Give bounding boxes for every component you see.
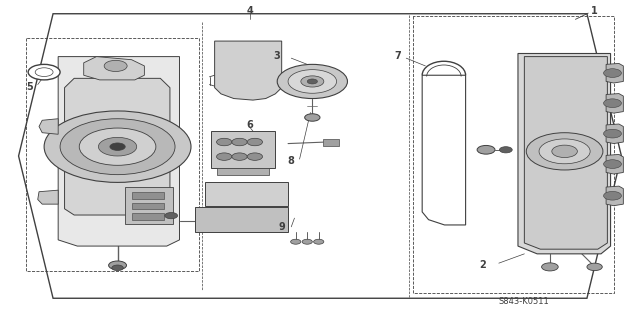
Circle shape	[165, 212, 177, 219]
Polygon shape	[214, 41, 282, 100]
Polygon shape	[39, 119, 58, 134]
Circle shape	[541, 263, 558, 271]
Bar	[205, 183, 288, 206]
Circle shape	[526, 133, 603, 170]
Text: 2: 2	[479, 260, 486, 270]
Polygon shape	[65, 78, 170, 215]
Circle shape	[288, 70, 337, 93]
Bar	[323, 139, 339, 146]
Circle shape	[109, 261, 127, 270]
Bar	[132, 202, 164, 209]
Circle shape	[587, 263, 602, 271]
Circle shape	[112, 265, 124, 271]
Bar	[216, 168, 269, 175]
Circle shape	[277, 64, 348, 99]
Text: 1: 1	[591, 6, 598, 16]
Text: 5: 5	[27, 82, 33, 92]
Polygon shape	[606, 63, 623, 83]
Circle shape	[232, 138, 247, 146]
Circle shape	[305, 114, 320, 121]
Circle shape	[552, 145, 577, 158]
Bar	[132, 192, 164, 199]
Circle shape	[28, 64, 60, 80]
Polygon shape	[518, 53, 611, 254]
Circle shape	[60, 119, 175, 175]
Circle shape	[314, 239, 324, 244]
Circle shape	[110, 143, 125, 150]
Circle shape	[232, 153, 247, 160]
Circle shape	[216, 138, 232, 146]
Polygon shape	[422, 75, 466, 225]
Text: 3: 3	[273, 51, 280, 61]
Polygon shape	[211, 131, 275, 168]
Text: 4: 4	[246, 6, 253, 16]
Text: 6: 6	[246, 120, 253, 130]
Polygon shape	[606, 124, 623, 144]
Bar	[132, 213, 164, 220]
Circle shape	[35, 68, 53, 76]
Text: S843-K0511: S843-K0511	[499, 297, 550, 306]
Circle shape	[99, 137, 137, 156]
Circle shape	[302, 239, 312, 244]
Circle shape	[604, 160, 621, 168]
Polygon shape	[524, 56, 607, 249]
Circle shape	[301, 76, 324, 87]
Circle shape	[291, 239, 301, 244]
Circle shape	[307, 79, 317, 84]
Polygon shape	[125, 187, 173, 224]
Circle shape	[247, 153, 262, 160]
Polygon shape	[84, 56, 145, 80]
Circle shape	[604, 191, 621, 200]
Circle shape	[104, 60, 127, 71]
Polygon shape	[606, 154, 623, 174]
Circle shape	[79, 128, 156, 165]
Circle shape	[477, 145, 495, 154]
Circle shape	[604, 129, 621, 138]
Text: 8: 8	[288, 156, 294, 166]
Polygon shape	[19, 14, 621, 298]
Bar	[195, 207, 288, 232]
Circle shape	[44, 111, 191, 183]
Circle shape	[539, 139, 590, 164]
Polygon shape	[606, 94, 623, 113]
Polygon shape	[38, 190, 58, 204]
Polygon shape	[58, 56, 179, 246]
Text: 9: 9	[278, 222, 285, 232]
Text: 7: 7	[394, 51, 401, 61]
Circle shape	[216, 153, 232, 160]
Polygon shape	[606, 186, 623, 206]
Circle shape	[499, 147, 512, 153]
Circle shape	[247, 138, 262, 146]
Circle shape	[604, 69, 621, 77]
Circle shape	[604, 99, 621, 108]
